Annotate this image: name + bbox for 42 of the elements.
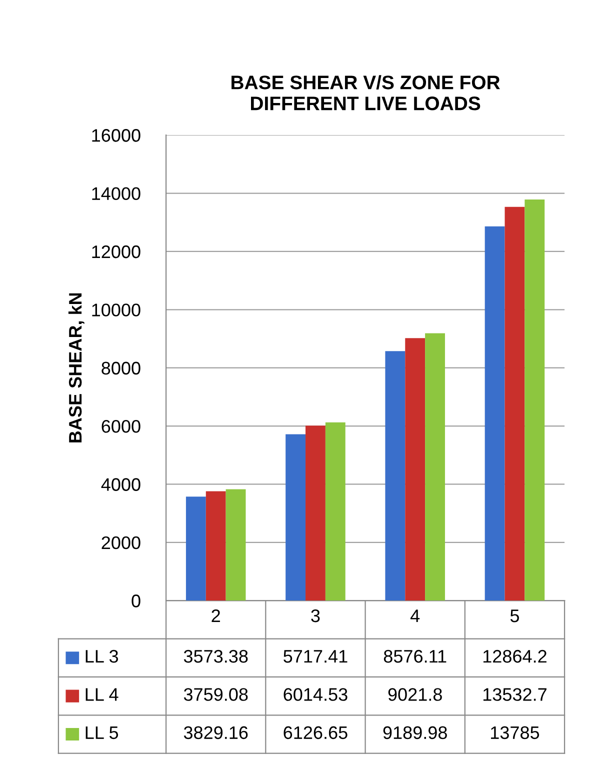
y-tick-label: 2000 [102,536,140,550]
bar [524,200,545,601]
data-label: 12864.2 [483,650,546,663]
data-label: 9189.98 [383,726,447,740]
data-label: 3573.38 [184,650,248,663]
data-label: 6014.53 [284,688,348,701]
bar [186,496,206,601]
data-label: 6126.65 [284,726,348,740]
y-tick-label: 6000 [102,420,140,433]
data-label: 3759.08 [184,688,248,701]
bar [405,338,426,601]
y-tick-label: 10000 [92,304,140,316]
x-tick-label: 5 [510,610,519,622]
bar [504,206,525,601]
data-label: 13785 [491,726,540,740]
data-label: 3829.16 [184,726,248,740]
data-label: 5717.41 [284,650,348,663]
bar [484,226,505,601]
chart-title: BASE SHEAR V/S ZONE FOR DIFFERENT LIVE LOADS [232,75,500,110]
bar [206,491,226,601]
bar [306,426,326,601]
data-label: 9021.8 [388,688,442,701]
y-tick-label: 8000 [102,362,140,375]
bar [385,351,406,601]
y-tick-label: 16000 [92,129,140,142]
x-tick-label: 2 [212,609,220,622]
bar [425,333,445,601]
legend-label: LL 5 [86,726,118,740]
y-tick-label: 4000 [101,478,140,491]
data-label: 13532.7 [483,688,546,701]
legend-label: LL 4 [86,688,118,701]
x-tick-label: 4 [410,610,420,622]
y-axis-title: BASE SHEAR, kN [68,293,84,442]
y-tick-label: 14000 [92,187,140,200]
y-tick-label: 0 [132,594,140,608]
bar [325,422,346,601]
bar [286,434,306,601]
x-tick-label: 3 [311,609,320,622]
bar [226,489,246,601]
y-tick-label: 12000 [92,245,140,258]
data-label: 8576.11 [384,650,446,663]
legend-label: LL 3 [86,650,118,663]
